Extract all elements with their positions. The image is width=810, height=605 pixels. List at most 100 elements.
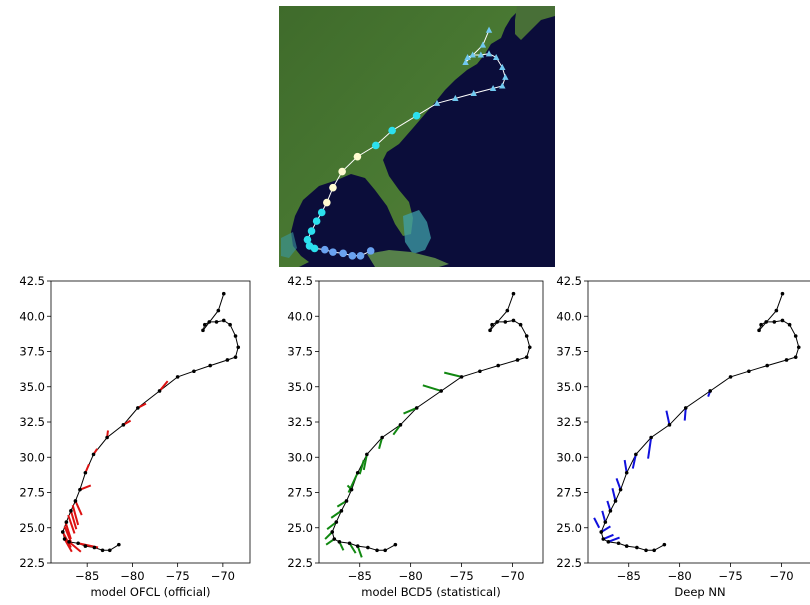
map-track-point [499,63,506,70]
y-tick-label: 42.5 [287,274,313,288]
observed-track-point [515,358,520,362]
observed-track-point [349,487,354,492]
map-track-point [307,227,316,235]
chart-bcd5: 22.5 25.0 27.5 30.0 32.5 35.0 37.5 40.0 42.5 −85 −… [268,268,548,605]
forecast-segment [647,437,653,459]
observed-track-point [100,548,105,553]
observed-track-point [393,542,398,547]
observed-track-line [331,293,531,551]
observed-track-point [344,499,349,503]
x-tick-label: −70 [211,569,235,583]
x-axis-label: model OFCL (official) [90,585,210,599]
forecast-segment [615,478,622,491]
observed-track-point [459,375,464,379]
observed-track-point [78,487,82,492]
observed-track-point [105,435,109,440]
map-track-point [329,248,337,256]
observed-track-point [233,355,238,359]
y-tick-label: 22.5 [556,556,582,570]
observed-track-point [524,334,529,338]
map-track-point [464,53,471,61]
map-track-point [469,51,476,58]
observed-track-point [765,363,769,368]
y-tick-label: 40.0 [19,309,45,323]
y-tick-label: 40.0 [556,309,582,323]
plot-frame [50,280,251,564]
observed-track-point [772,320,777,324]
observed-track-point [505,308,510,313]
y-tick-label: 32.5 [556,415,582,429]
observed-track-point [774,308,779,313]
observed-track-point [793,334,798,338]
map-track-point [338,167,346,176]
forecast-segment [64,521,72,540]
map-track-point [329,183,337,192]
map-track-point [321,245,329,254]
forecast-segment [358,459,365,475]
observed-track-point [375,548,379,553]
observed-track-point [787,322,792,327]
observed-track-point [780,291,785,296]
forecast-segment [74,500,83,516]
x-tick-label: −75 [449,569,473,583]
map-track-point [339,249,347,258]
forecast-segment [61,531,72,548]
forecast-segment [602,533,614,540]
observed-track-line [62,293,239,551]
map-track-point [489,84,497,92]
forecast-segment [158,380,169,392]
observed-track-point [503,320,508,324]
observed-track-point [347,541,352,546]
map-land-mainland [279,6,519,267]
forecast-segment [683,407,687,421]
map-track-point [502,73,509,80]
map-track-point [492,53,500,61]
y-tick-label: 35.0 [19,380,45,394]
observed-track-point [337,540,342,544]
observed-track-point [635,545,639,550]
y-tick-label: 27.5 [287,486,313,500]
observed-track-point [603,520,608,524]
observed-track-point [216,308,221,313]
observed-track-point [83,470,88,475]
observed-track-point [478,369,482,374]
map-track-point [470,89,477,96]
y-tick-label: 27.5 [19,486,45,500]
observed-track-point [527,345,532,350]
forecast-segment [593,517,601,529]
y-tick-label: 25.0 [287,521,313,535]
observed-track-point [233,334,238,338]
observed-track-point [796,345,801,350]
chart-ofcl: 22.5 25.0 27.5 30.0 32.5 35.0 37.5 40.0 42.5 −85 −… [0,268,268,605]
observed-track-point [236,345,241,350]
observed-track-point [599,530,604,534]
map-track-point [412,111,421,120]
map-land-northeast [515,6,555,40]
observed-track-point [511,291,516,296]
observed-track-point [780,318,785,323]
observed-track-point [652,548,656,553]
map-track-point [433,99,441,106]
forecast-segment [392,424,402,436]
observed-track-point [747,369,751,374]
observed-track-point [339,509,344,513]
observed-track-point [157,389,162,393]
observed-track-point [225,358,230,362]
observed-track-point [214,320,219,324]
map-track-point [372,141,380,150]
observed-track-point [683,406,688,410]
forecast-segment [623,459,628,473]
forecast-segment [63,538,73,553]
map-track-point [305,242,314,250]
x-axis-label: Deep NN [674,585,725,599]
observed-track-point [366,545,370,550]
y-tick-label: 42.5 [19,274,45,288]
y-tick-label: 30.0 [556,450,582,464]
y-tick-label: 35.0 [287,380,313,394]
observed-track-point [69,509,73,513]
observed-track-point [365,452,369,457]
y-tick-label: 32.5 [287,415,313,429]
forecast-segment [71,504,80,526]
x-tick-label: −75 [165,569,189,583]
forecast-segment [362,454,368,471]
